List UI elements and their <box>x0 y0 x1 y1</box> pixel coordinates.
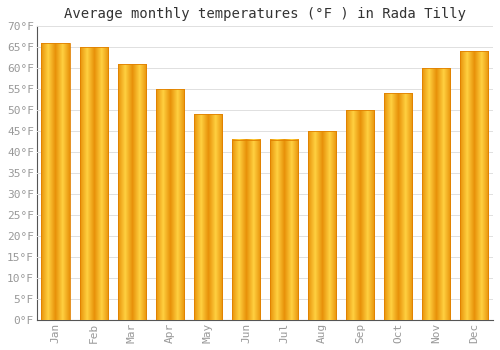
Bar <box>156 89 184 320</box>
Bar <box>194 114 222 320</box>
Bar <box>422 68 450 320</box>
Bar <box>232 140 260 320</box>
Bar <box>460 51 488 320</box>
Bar <box>118 64 146 320</box>
Bar <box>42 43 70 320</box>
Bar <box>270 140 298 320</box>
Bar <box>346 110 374 320</box>
Title: Average monthly temperatures (°F ) in Rada Tilly: Average monthly temperatures (°F ) in Ra… <box>64 7 466 21</box>
Bar <box>80 47 108 320</box>
Bar <box>384 93 412 320</box>
Bar <box>308 131 336 320</box>
